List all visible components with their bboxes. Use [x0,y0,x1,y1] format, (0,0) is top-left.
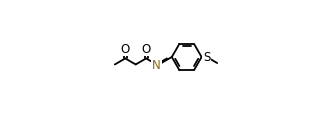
Text: O: O [141,42,151,55]
Text: S: S [203,51,211,64]
Text: O: O [120,42,130,55]
Text: N: N [152,58,161,71]
